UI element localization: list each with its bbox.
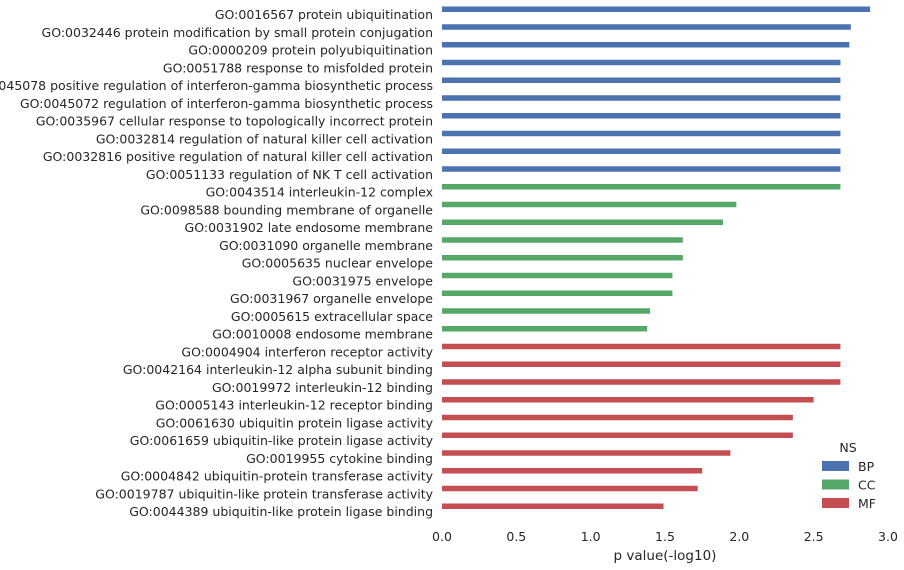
bar-cc [442, 326, 648, 332]
bar-bp [442, 113, 841, 119]
bar-mf [442, 503, 664, 509]
category-label: GO:0051133 regulation of NK T cell activ… [146, 167, 433, 182]
bar-cc [442, 201, 737, 208]
bar-mf [442, 468, 703, 474]
bar-cc [442, 184, 841, 190]
bar-cc [442, 308, 651, 314]
bar-mf [442, 414, 793, 421]
bar-bp [442, 95, 841, 101]
bar-bp [442, 166, 841, 172]
category-label: GO:0019955 cytokine binding [246, 451, 433, 466]
category-label: GO:0032816 positive regulation of natura… [43, 149, 433, 164]
category-label: GO:0051788 response to misfolded protein [163, 60, 433, 75]
category-label: GO:0019787 ubiquitin-like protein transf… [95, 486, 433, 501]
bar-mf [442, 397, 814, 403]
bar-cc [442, 219, 723, 225]
bar-bp [442, 42, 850, 48]
x-tick-label: 2.0 [729, 529, 749, 544]
bar-mf [442, 432, 793, 438]
category-label: GO:0019972 interleukin-12 binding [212, 380, 433, 395]
legend-swatch-cc [822, 479, 849, 490]
bar-cc [442, 237, 683, 243]
legend-label-cc: CC [858, 478, 876, 493]
category-label: GO:0098588 bounding membrane of organell… [140, 202, 433, 217]
category-labels: GO:0016567 protein ubiquitination GO:0032… [0, 7, 434, 519]
legend-title: NS [839, 440, 856, 455]
category-label: GO:0032814 regulation of natural killer … [96, 131, 433, 146]
x-axis-ticks: 0.0 0.5 1.0 1.5 2.0 2.5 3.0 [432, 529, 898, 544]
bar-mf [442, 379, 841, 385]
category-label: GO:0010008 endosome membrane [212, 327, 433, 342]
x-tick-label: 3.0 [878, 529, 898, 544]
category-label: GO:0004842 ubiquitin-protein transferase… [121, 469, 434, 484]
category-label: GO:0035967 cellular response to topologi… [36, 114, 433, 129]
x-tick-label: 1.0 [581, 529, 601, 544]
x-tick-label: 0.5 [506, 529, 526, 544]
category-label: GO:0016567 protein ubiquitination [215, 7, 433, 22]
category-label: GO:0045078 positive regulation of interf… [0, 78, 433, 93]
x-axis-title: p value(-log10) [614, 548, 717, 564]
bar-cc [442, 255, 683, 261]
bar-bp [442, 148, 841, 154]
x-tick-label: 1.5 [655, 529, 675, 544]
bar-cc [442, 290, 673, 296]
category-label: GO:0061659 ubiquitin-like protein ligase… [130, 433, 434, 448]
category-label: GO:0031967 organelle envelope [230, 291, 433, 306]
legend-label-bp: BP [858, 459, 875, 474]
category-label: GO:0045072 regulation of interferon-gamm… [20, 96, 433, 111]
category-label: GO:0005635 nuclear envelope [242, 256, 434, 271]
category-label: GO:0042164 interleukin-12 alpha subunit … [123, 362, 433, 377]
bar-mf [442, 361, 841, 367]
bar-bp [442, 24, 851, 30]
category-label: GO:0005143 interleukin-12 receptor bindi… [155, 398, 433, 413]
bar-bp [442, 6, 871, 12]
category-label: GO:0000209 protein polyubiquitination [188, 43, 433, 58]
bar-cc [442, 272, 673, 279]
category-label: GO:0043514 interleukin-12 complex [206, 185, 433, 200]
category-label: GO:0031975 envelope [292, 273, 433, 288]
category-label: GO:0004904 interferon receptor activity [181, 344, 433, 359]
category-label: GO:0061630 ubiquitin protein ligase acti… [156, 415, 434, 430]
category-label: GO:0005615 extracellular space [231, 309, 433, 324]
legend-swatch-bp [822, 461, 849, 471]
legend-label-mf: MF [858, 496, 876, 511]
x-tick-label: 2.5 [804, 529, 824, 544]
bar-mf [442, 485, 698, 492]
bars-layer [442, 6, 871, 509]
category-label: GO:0032446 protein modification by small… [42, 25, 433, 40]
category-label: GO:0031902 late endosome membrane [185, 220, 434, 235]
bar-bp [442, 130, 841, 137]
x-tick-label: 0.0 [432, 529, 452, 544]
category-label: GO:0044389 ubiquitin-like protein ligase… [129, 504, 433, 519]
category-label: GO:0031090 organelle membrane [219, 238, 433, 253]
bar-mf [442, 450, 731, 456]
bar-mf [442, 343, 841, 350]
bar-bp [442, 59, 841, 66]
legend-swatch-mf [822, 498, 849, 508]
bar-bp [442, 77, 841, 83]
legend: NS BP CC MF [822, 440, 876, 511]
